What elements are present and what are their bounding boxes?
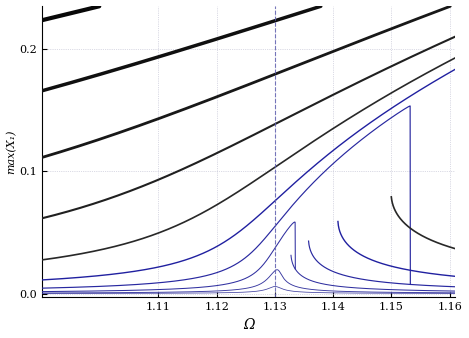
- Y-axis label: max(X₁): max(X₁): [6, 129, 16, 174]
- X-axis label: Ω: Ω: [243, 318, 255, 332]
